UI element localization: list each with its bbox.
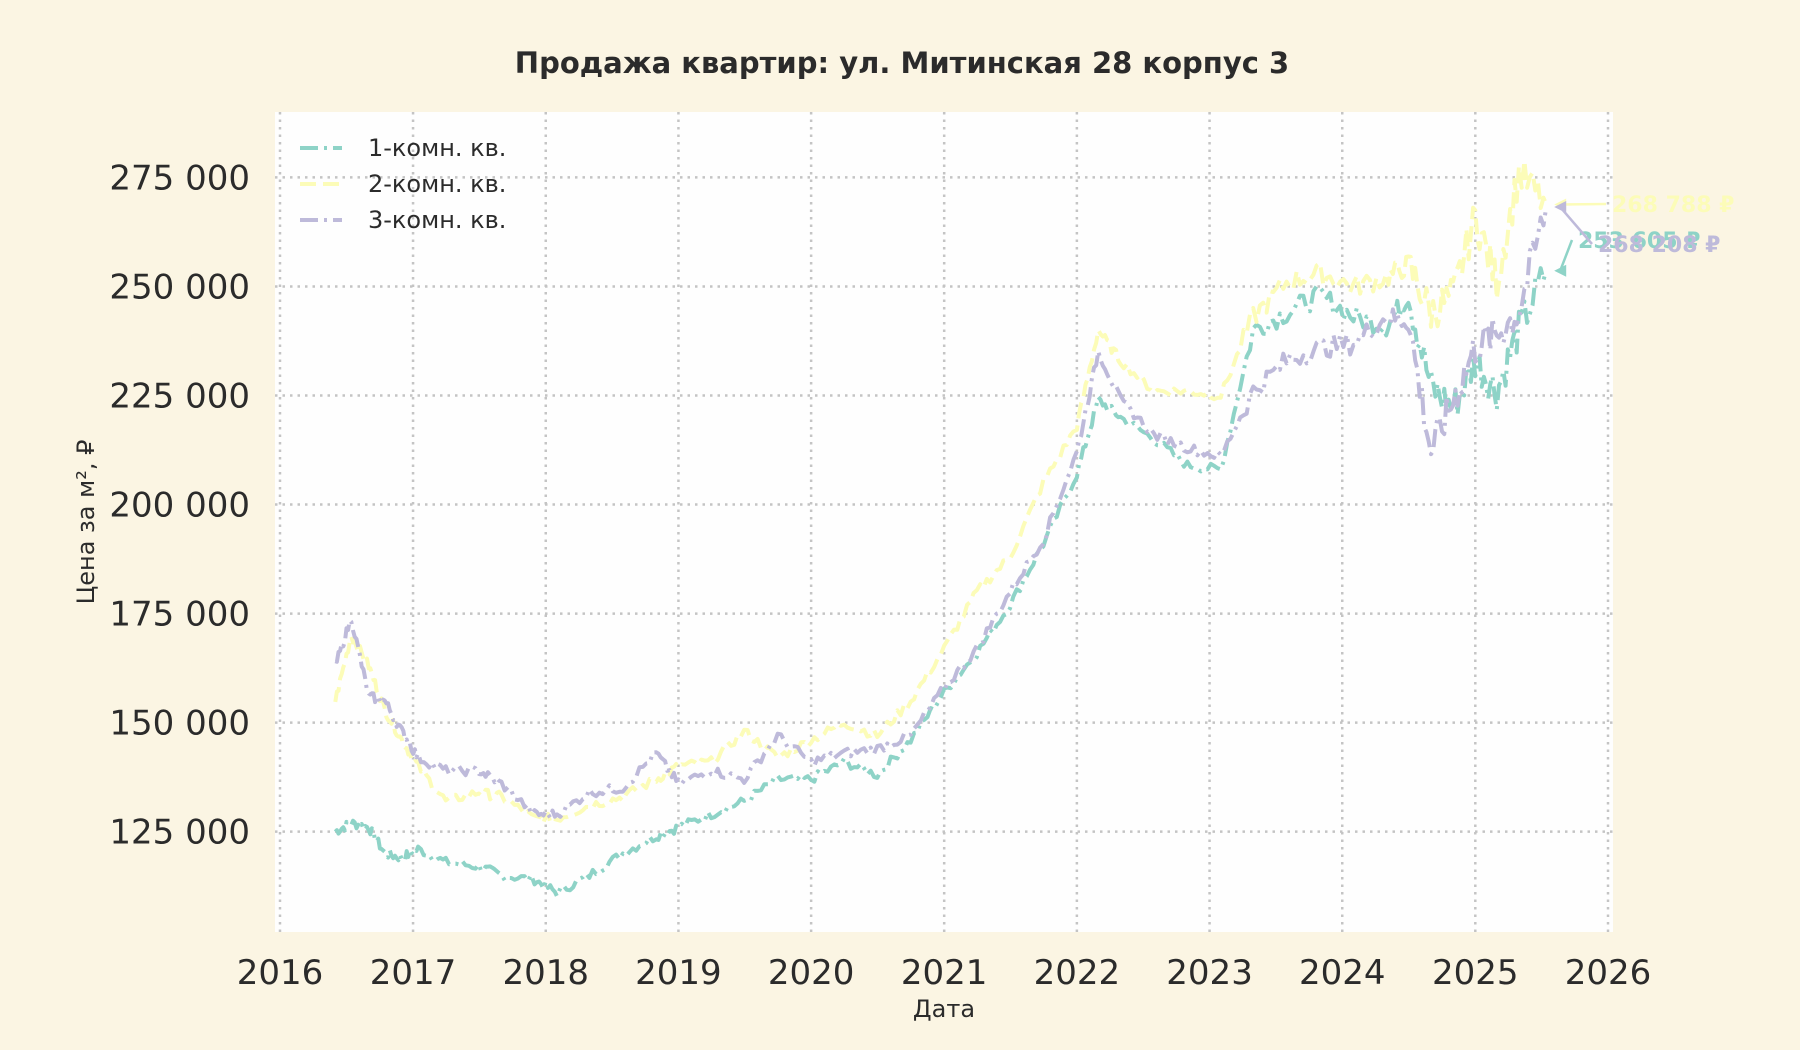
annotation-arrowhead bbox=[1554, 201, 1567, 214]
y-tick-label: 225 000 bbox=[109, 377, 250, 417]
axes: 2016 2017 2018 2019 2020 2021 2022 2023 2024 2025… bbox=[109, 158, 1651, 993]
annotation-arrow bbox=[1559, 239, 1574, 272]
last-value-annotations: 268 788 ₽ 253 605 ₽268 208 ₽ bbox=[1554, 193, 1734, 277]
legend-label: 2-комн. кв. bbox=[368, 170, 506, 198]
x-axis-title: Дата bbox=[913, 995, 975, 1023]
y-tick-label: 175 000 bbox=[109, 595, 250, 635]
x-tick-label: 2022 bbox=[1034, 953, 1121, 993]
legend-label: 1-комн. кв. bbox=[368, 134, 506, 162]
series-line-3 bbox=[334, 206, 1549, 820]
y-tick-label: 150 000 bbox=[109, 704, 250, 744]
y-tick-label: 275 000 bbox=[109, 158, 250, 198]
y-tick-label: 200 000 bbox=[109, 486, 250, 526]
x-tick-label: 2025 bbox=[1432, 953, 1519, 993]
x-tick-label: 2017 bbox=[370, 953, 457, 993]
series-line-1 bbox=[333, 266, 1549, 899]
annotation-label: 253 605 ₽ bbox=[1578, 229, 1700, 254]
series-lines bbox=[333, 158, 1549, 899]
x-tick-label: 2023 bbox=[1166, 953, 1253, 993]
chart-title: Продажа квартир: ул. Митинская 28 корпус… bbox=[515, 46, 1289, 80]
annotation-arrow bbox=[1559, 206, 1593, 245]
x-tick-label: 2019 bbox=[635, 953, 722, 993]
y-tick-label: 125 000 bbox=[109, 813, 250, 853]
x-tick-label: 2020 bbox=[768, 953, 855, 993]
y-tick-label: 250 000 bbox=[109, 267, 250, 307]
plot-area bbox=[275, 112, 1613, 932]
x-tick-label: 2016 bbox=[237, 953, 324, 993]
y-axis-title: Цена за м², ₽ bbox=[72, 440, 100, 605]
annotation-label: 268 208 ₽ bbox=[1598, 233, 1720, 258]
annotation-label: 268 788 ₽ bbox=[1612, 193, 1734, 218]
x-tick-label: 2024 bbox=[1299, 953, 1386, 993]
x-tick-label: 2021 bbox=[901, 953, 988, 993]
annotation-arrow bbox=[1560, 202, 1607, 206]
x-tick-label: 2018 bbox=[502, 953, 589, 993]
legend: 1-комн. кв. 2-комн. кв. 3-комн. кв. bbox=[300, 134, 506, 234]
x-tick-label: 2026 bbox=[1565, 953, 1652, 993]
grid bbox=[275, 112, 1613, 932]
legend-label: 3-комн. кв. bbox=[368, 206, 506, 234]
annotation-arrowhead bbox=[1554, 264, 1567, 277]
series-line-2 bbox=[333, 158, 1549, 825]
